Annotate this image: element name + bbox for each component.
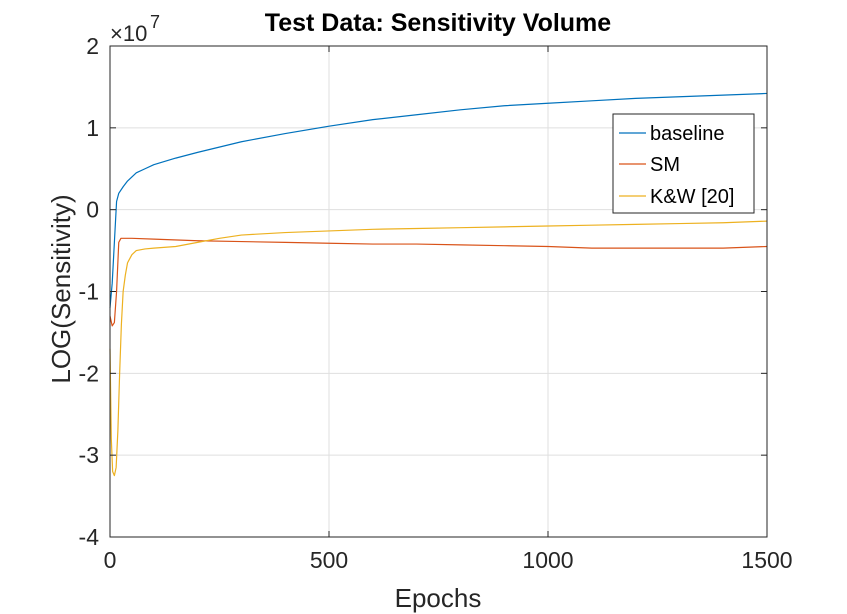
y-axis-label: LOG(Sensitivity): [46, 194, 76, 383]
x-tick-label: 1500: [741, 547, 792, 573]
x-tick-label: 1000: [522, 547, 573, 573]
y-axis-ticks: -4 -3 -2 -1 0 1 2: [79, 33, 767, 550]
y-multiplier-exponent: 7: [150, 12, 160, 32]
series-line-0: [109, 92, 768, 308]
series-lines: [109, 92, 768, 477]
y-multiplier-base: ×10: [110, 21, 147, 46]
legend-label-2: K&W [20]: [650, 186, 734, 208]
y-tick-label: 2: [86, 33, 99, 59]
y-tick-label: -1: [79, 279, 99, 305]
legend-label-1: SM: [650, 154, 680, 176]
y-tick-label: -4: [79, 524, 100, 550]
series-line-1: [109, 237, 768, 327]
chart-title: Test Data: Sensitivity Volume: [265, 9, 611, 37]
legend: baseline SM K&W [20]: [612, 113, 755, 214]
y-tick-label: -2: [79, 360, 99, 386]
x-axis-label: Epochs: [395, 583, 482, 613]
x-tick-label: 0: [104, 547, 117, 573]
y-multiplier: ×10 7: [110, 12, 160, 46]
y-tick-label: -3: [79, 442, 99, 468]
x-axis-ticks: 0 500 1000 1500: [104, 46, 793, 573]
x-tick-label: 500: [310, 547, 348, 573]
legend-label-0: baseline: [650, 123, 725, 145]
y-tick-label: 0: [86, 197, 99, 223]
series-line-2: [109, 220, 768, 477]
y-tick-label: 1: [86, 115, 99, 141]
